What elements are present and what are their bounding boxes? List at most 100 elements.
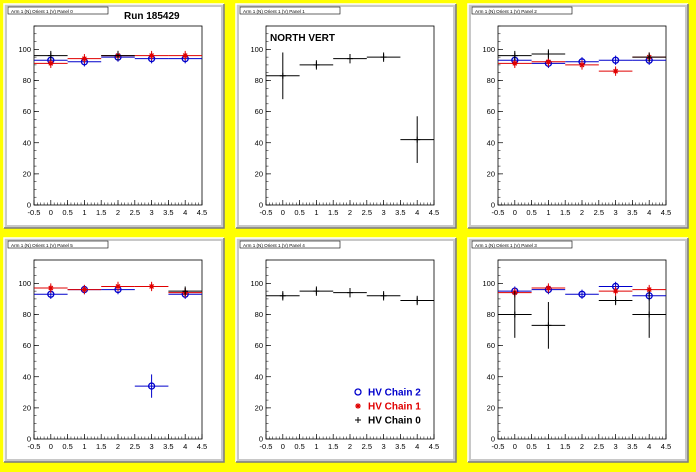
data-point <box>182 288 189 295</box>
y-tick-label: 40 <box>487 372 495 381</box>
data-point <box>81 55 88 62</box>
y-tick-label: 100 <box>482 279 495 288</box>
x-tick-label: 3 <box>614 442 618 451</box>
plot-frame <box>265 25 435 206</box>
data-point <box>611 56 620 64</box>
y-tick-label: 40 <box>23 138 31 147</box>
y-tick-label: 80 <box>487 76 495 85</box>
legend-label: HV Chain 2 <box>368 388 421 399</box>
legend-entry: HV Chain 0 <box>355 416 421 427</box>
chart-panel: Arm 1 (N) Orient 1 (V) Panel 2-0.5 0 0.5 1 1… <box>467 3 689 229</box>
data-point <box>579 62 585 68</box>
x-tick-label: 3.5 <box>163 442 173 451</box>
x-tick-label: 4 <box>647 442 651 451</box>
x-tick-label: 0.5 <box>526 442 536 451</box>
panel-title-box <box>7 240 109 249</box>
y-tick-label: 80 <box>23 76 31 85</box>
y-tick-label: 20 <box>23 403 31 412</box>
data-point <box>279 72 286 79</box>
panel-bevel-dark <box>468 4 689 229</box>
x-tick-label: 1.5 <box>328 442 338 451</box>
x-tick-label: 3 <box>382 442 386 451</box>
y-tick-label: 20 <box>255 403 263 412</box>
x-tick-label: 4 <box>415 442 419 451</box>
y-tick-label: 100 <box>18 279 31 288</box>
x-tick-label: 3 <box>150 208 154 217</box>
chart-panel: Arm 1 (N) Orient 1 (V) Panel 5-0.5 0 0.5 1 1… <box>3 237 225 463</box>
x-tick-label: 2.5 <box>130 208 140 217</box>
data-point <box>347 55 353 62</box>
x-tick-label: 3 <box>614 208 618 217</box>
x-tick-label: 1 <box>314 442 318 451</box>
panel-bevel-dark <box>468 238 689 463</box>
data-point <box>313 61 320 68</box>
x-tick-label: 1 <box>546 208 550 217</box>
panel-bevel-light <box>467 237 688 462</box>
x-tick-label: 2 <box>116 442 120 451</box>
x-tick-label: 3.5 <box>163 208 173 217</box>
data-point <box>182 52 188 59</box>
chart-panel: Arm 1 (N) Orient 1 (V) Panel 4-0.5 0 0.5 1 1… <box>235 237 457 463</box>
x-tick-label: 4.5 <box>429 442 439 451</box>
data-point <box>48 285 54 291</box>
y-tick-label: 100 <box>18 45 31 54</box>
x-tick-label: -0.5 <box>28 208 41 217</box>
y-tick-label: 20 <box>487 169 495 178</box>
x-tick-label: 2 <box>580 442 584 451</box>
x-tick-label: 1 <box>546 442 550 451</box>
legend-marker <box>355 417 361 423</box>
y-tick-label: 60 <box>255 107 263 116</box>
y-tick-label: 60 <box>23 341 31 350</box>
data-point <box>279 292 286 299</box>
data-point <box>545 59 552 65</box>
data-point <box>148 52 155 59</box>
x-tick-label: -0.5 <box>492 442 505 451</box>
legend-entry: HV Chain 2 <box>354 388 421 399</box>
legend-marker <box>354 388 362 396</box>
panel-title-box <box>7 6 109 15</box>
panel-title: Arm 1 (N) Orient 1 (V) Panel 3 <box>475 243 537 248</box>
y-tick-label: 80 <box>255 76 263 85</box>
x-tick-label: 1 <box>314 208 318 217</box>
y-tick-label: 0 <box>27 435 31 444</box>
panel-title: Arm 1 (N) Orient 1 (V) Panel 4 <box>243 243 305 248</box>
x-tick-label: 4 <box>647 208 651 217</box>
x-tick-label: 1.5 <box>96 208 106 217</box>
panel-bevel-light <box>3 3 224 228</box>
chart-panel: Arm 1 (N) Orient 1 (V) Panel 3 -0.5 0 0.5 1 1… <box>467 237 689 463</box>
data-point <box>612 68 619 74</box>
y-tick-label: 40 <box>487 138 495 147</box>
panel-bevel-light <box>467 3 688 228</box>
y-tick-label: 80 <box>487 310 495 319</box>
data-point <box>115 283 121 290</box>
x-tick-label: 4.5 <box>197 442 207 451</box>
panel-title-box <box>239 6 341 15</box>
x-tick-label: 0.5 <box>62 208 72 217</box>
data-point <box>545 322 552 329</box>
data-point <box>115 52 121 59</box>
y-tick-label: 0 <box>259 435 263 444</box>
x-tick-label: 3 <box>382 208 386 217</box>
data-point <box>646 311 653 318</box>
x-tick-label: 2.5 <box>594 208 604 217</box>
panel-title-box <box>239 240 341 249</box>
data-point <box>380 54 387 61</box>
panel-title: Arm 1 (N) Orient 1 (V) Panel 0 <box>11 9 73 14</box>
y-tick-label: 40 <box>255 138 263 147</box>
panel-title-box <box>471 6 573 15</box>
data-point <box>646 286 652 293</box>
y-tick-label: 0 <box>491 201 495 210</box>
x-tick-label: 0.5 <box>62 442 72 451</box>
x-tick-label: 1 <box>82 442 86 451</box>
panel-bevel-light <box>3 237 224 462</box>
y-tick-label: 0 <box>491 435 495 444</box>
y-tick-label: 60 <box>23 107 31 116</box>
x-tick-label: 4.5 <box>429 208 439 217</box>
panel-bevel-dark <box>236 4 457 229</box>
data-point <box>380 292 387 299</box>
y-tick-label: 0 <box>27 201 31 210</box>
x-tick-label: 3 <box>150 442 154 451</box>
panel-title: Arm 1 (N) Orient 1 (V) Panel 5 <box>11 243 73 248</box>
legend-label: HV Chain 1 <box>368 402 421 413</box>
x-tick-label: 0 <box>49 208 53 217</box>
